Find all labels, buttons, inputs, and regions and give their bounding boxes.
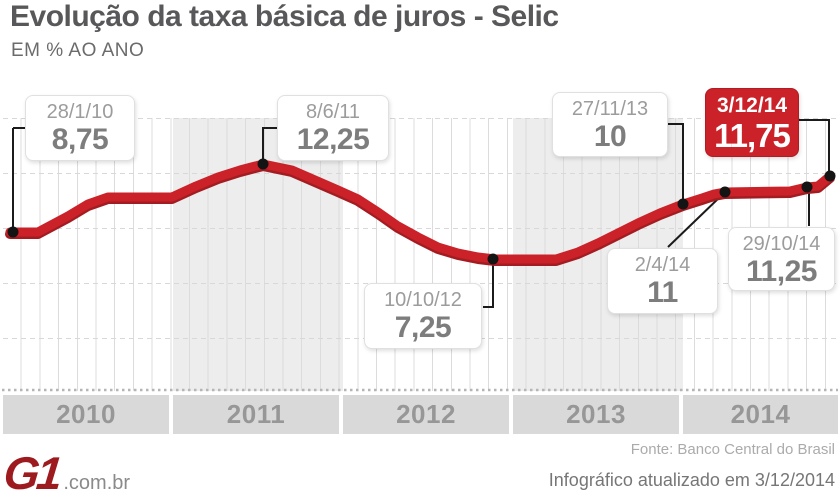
data-point-dot [801,181,813,193]
annotation-value: 11,75 [714,117,791,155]
year-label-2010: 2010 [3,395,169,434]
annotation-29-10-14: 29/10/14 11,25 [728,227,835,291]
annotation-date: 28/1/10 [46,101,114,123]
year-label-2014: 2014 [683,395,838,434]
year-label-2013: 2013 [513,395,679,434]
data-dots [7,158,836,265]
annotation-27-11-13: 27/11/13 10 [552,92,668,157]
annotation-date: 10/10/12 [384,289,462,311]
annotation-3-12-14-highlight: 3/12/14 11,75 [705,88,799,157]
data-point-dot [487,253,499,265]
data-point-dot [824,170,836,182]
annotation-date: 2/4/14 [634,254,691,276]
annotation-value: 10 [593,120,627,153]
footer-updated: Infográfico atualizado em 3/12/2014 [548,470,835,490]
g1-logo-suffix: .com.br [63,472,131,494]
annotation-value: 12,25 [296,123,370,156]
selic-line [5,159,835,264]
selic-line-chart: 28/1/10 8,75 8/6/11 12,25 10/10/12 7,25 … [0,88,840,434]
annotation-8-6-11: 8/6/11 12,25 [277,95,389,161]
annotation-value: 11 [647,276,678,309]
annotation-28-1-10: 28/1/10 8,75 [25,95,135,161]
selic-line-shadow [5,161,835,266]
annotation-2-4-14: 2/4/14 11 [607,248,718,314]
annotation-value: 8,75 [51,123,109,156]
year-label-2012: 2012 [343,395,509,434]
g1-logo-text: G1 [1,447,63,499]
annotation-value: 11,25 [746,255,817,288]
data-point-dot [677,198,689,210]
page-title: Evolução da taxa básica de juros - Selic [10,0,559,33]
annotation-date: 8/6/11 [305,101,361,123]
data-point-dot [257,158,269,170]
annotation-connectors [12,119,830,308]
annotation-date: 3/12/14 [716,94,788,117]
source-note: Fonte: Banco Central do Brasil [630,441,835,458]
data-point-dot [719,186,731,198]
year-label-2011: 2011 [173,395,339,434]
annotation-10-10-12: 10/10/12 7,25 [364,283,482,349]
g1-logo: G1.com.br [1,447,131,499]
annotation-value: 7,25 [394,311,452,344]
data-point-dot [7,226,19,238]
annotation-date: 29/10/14 [742,233,821,255]
annotation-date: 27/11/13 [571,98,649,120]
page-subtitle: EM % AO ANO [11,40,145,61]
